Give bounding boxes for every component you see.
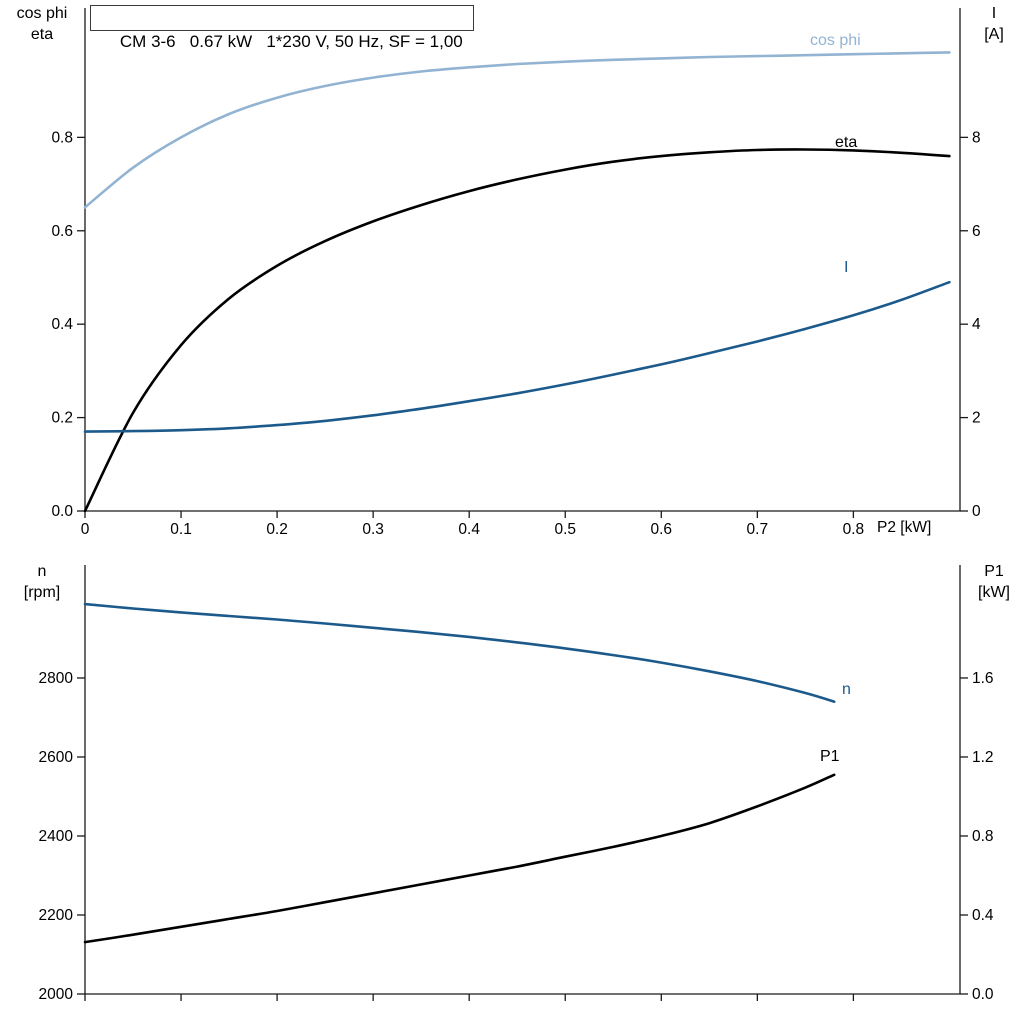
bottom-right-tick-label: 1.6 bbox=[972, 670, 994, 687]
top-x-tick-label: 0.7 bbox=[747, 521, 769, 538]
top-x-tick-label: 0.2 bbox=[266, 521, 288, 538]
top-right-tick-label: 8 bbox=[972, 129, 981, 146]
curve-p1 bbox=[83, 773, 836, 944]
left-axis-title-speed: n bbox=[37, 563, 47, 580]
top-x-tick-label: 0.4 bbox=[458, 521, 480, 538]
bottom-chart-frame bbox=[84, 565, 961, 995]
bottom-left-tick-label: 2000 bbox=[39, 986, 74, 1003]
bottom-left-tick-label: 2400 bbox=[39, 828, 74, 845]
chart-title-box: CM 3-6 0.67 kW 1*230 V, 50 Hz, SF = 1,00 bbox=[90, 5, 474, 51]
top-left-tick-label: 0.0 bbox=[51, 503, 73, 520]
bottom-left-axis-title: n [rpm] bbox=[2, 561, 82, 603]
top-x-tick-label: 0.3 bbox=[362, 521, 384, 538]
curve-i bbox=[83, 280, 951, 433]
top-right-tick-label: 0 bbox=[972, 503, 981, 520]
top-left-axis-title: cos phi eta bbox=[2, 3, 82, 45]
bottom-left-tick-label: 2600 bbox=[39, 749, 74, 766]
top-left-tick-label: 0.8 bbox=[51, 129, 73, 146]
right-axis-title-p1-unit: [kW] bbox=[978, 584, 1010, 601]
curve-label-i: I bbox=[844, 259, 848, 276]
top-right-tick-label: 4 bbox=[972, 316, 981, 333]
bottom-right-axis-title: P1 [kW] bbox=[954, 561, 1024, 603]
top-chart-frame bbox=[84, 8, 961, 512]
top-right-tick-label: 2 bbox=[972, 410, 981, 427]
top-left-tick-label: 0.2 bbox=[51, 410, 73, 427]
bottom-left-tick-label: 2800 bbox=[39, 670, 74, 687]
top-x-tick-label: 0.5 bbox=[554, 521, 576, 538]
top-x-tick-label: 0 bbox=[81, 521, 90, 538]
bottom-left-tick-label: 2200 bbox=[39, 907, 74, 924]
x-axis-title: P2 [kW] bbox=[877, 519, 932, 536]
curve-eta bbox=[83, 148, 951, 513]
right-axis-title-current-unit: [A] bbox=[984, 26, 1004, 43]
top-x-tick-label: 0.6 bbox=[651, 521, 673, 538]
bottom-right-tick-label: 0.4 bbox=[972, 907, 994, 924]
curve-label-n: n bbox=[842, 681, 851, 698]
curve-label-cos-phi: cos phi bbox=[810, 32, 861, 49]
left-axis-title-speed-unit: [rpm] bbox=[23, 584, 61, 601]
top-right-axis-title: I [A] bbox=[954, 3, 1024, 45]
right-axis-title-current: I bbox=[991, 5, 997, 22]
bottom-right-tick-label: 0.0 bbox=[972, 986, 994, 1003]
left-axis-title-cosphi: cos phi bbox=[16, 5, 68, 22]
curve-label-eta: eta bbox=[835, 134, 857, 151]
top-left-tick-label: 0.6 bbox=[51, 223, 73, 240]
bottom-right-tick-label: 0.8 bbox=[972, 828, 994, 845]
curve-n bbox=[83, 602, 836, 703]
right-axis-title-p1: P1 bbox=[984, 563, 1004, 580]
curve-label-p1: P1 bbox=[820, 748, 840, 765]
top-right-tick-label: 6 bbox=[972, 223, 981, 240]
bottom-right-tick-label: 1.2 bbox=[972, 749, 994, 766]
curve-cos-phi bbox=[83, 51, 951, 209]
top-x-tick-label: 0.1 bbox=[170, 521, 192, 538]
top-left-tick-label: 0.4 bbox=[51, 316, 73, 333]
left-axis-title-eta: eta bbox=[30, 26, 54, 43]
chart-title: CM 3-6 0.67 kW 1*230 V, 50 Hz, SF = 1,00 bbox=[119, 32, 463, 51]
top-x-tick-label: 0.8 bbox=[843, 521, 865, 538]
